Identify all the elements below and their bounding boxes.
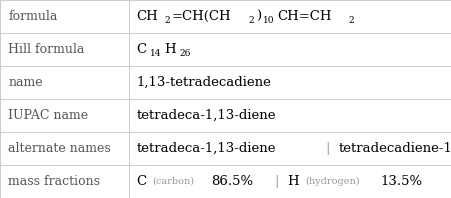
Text: 2: 2 <box>165 16 170 25</box>
Text: tetradeca-1,13-diene: tetradeca-1,13-diene <box>137 142 276 155</box>
Text: 2: 2 <box>249 16 254 25</box>
Text: tetradecadiene-1,13: tetradecadiene-1,13 <box>339 142 451 155</box>
Text: |: | <box>325 142 329 155</box>
Text: C: C <box>137 43 147 56</box>
Text: formula: formula <box>8 10 57 23</box>
Text: C: C <box>137 175 147 188</box>
Text: CH=CH: CH=CH <box>278 10 332 23</box>
Text: Hill formula: Hill formula <box>8 43 84 56</box>
Text: name: name <box>8 76 43 89</box>
Text: 13.5%: 13.5% <box>380 175 423 188</box>
Text: 10: 10 <box>263 16 274 25</box>
Text: IUPAC name: IUPAC name <box>8 109 88 122</box>
Text: 14: 14 <box>150 49 161 58</box>
Text: mass fractions: mass fractions <box>8 175 100 188</box>
Text: alternate names: alternate names <box>8 142 111 155</box>
Text: CH: CH <box>137 10 158 23</box>
Text: =CH(CH: =CH(CH <box>172 10 232 23</box>
Text: tetradeca-1,13-diene: tetradeca-1,13-diene <box>137 109 276 122</box>
Text: 26: 26 <box>179 49 191 58</box>
Text: H: H <box>165 43 176 56</box>
Text: 86.5%: 86.5% <box>211 175 253 188</box>
Text: 1,13-tetradecadiene: 1,13-tetradecadiene <box>137 76 272 89</box>
Text: ): ) <box>256 10 261 23</box>
Text: (hydrogen): (hydrogen) <box>305 177 360 186</box>
Text: |: | <box>274 175 278 188</box>
Text: H: H <box>288 175 299 188</box>
Text: (carbon): (carbon) <box>152 177 194 186</box>
Text: 2: 2 <box>348 16 354 25</box>
